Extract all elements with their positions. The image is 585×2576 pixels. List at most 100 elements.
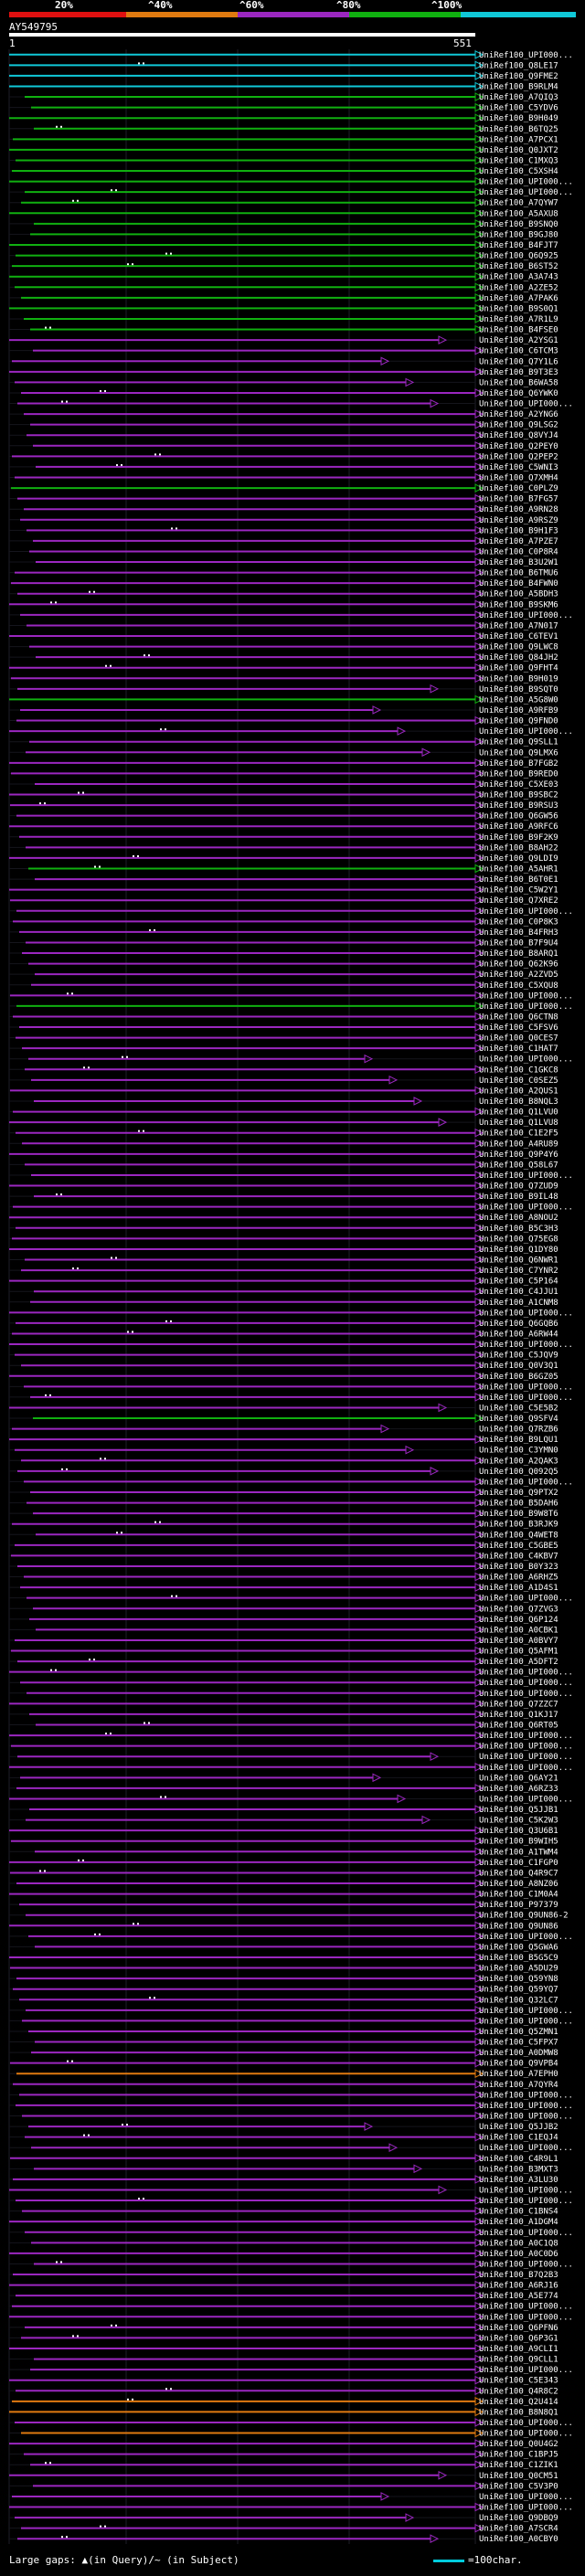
hit-label: UniRef100_B9WIH5 — [479, 1838, 558, 1847]
hit-row: UniRef100_B0Y323 — [9, 1562, 558, 1572]
gap-marker — [148, 1722, 150, 1724]
hit-arrowhead — [474, 123, 484, 133]
gap-marker — [116, 463, 118, 466]
hit-arrowhead — [413, 2164, 423, 2174]
hit-arrowhead — [474, 324, 484, 334]
hit-arrowhead — [474, 875, 484, 884]
gap-marker — [138, 1129, 140, 1132]
hit-row: UniRef100_Q7ZUD9 — [9, 1181, 558, 1192]
hit-row: UniRef100_A2YSG1 — [9, 335, 558, 345]
hit-row: UniRef100_UPI000... — [9, 2090, 573, 2100]
hit-label: UniRef100_Q2PEY0 — [479, 442, 558, 451]
hit-label: UniRef100_Q0U4G2 — [479, 2440, 558, 2449]
hit-label: UniRef100_C0P8K3 — [479, 917, 558, 927]
gap-marker — [94, 1933, 96, 1935]
gap-marker — [144, 1722, 145, 1724]
hit-label: UniRef100_B9RLM4 — [479, 82, 558, 91]
gap-marker — [78, 1859, 80, 1861]
hit-arrowhead — [430, 1467, 440, 1476]
hit-arrowhead — [474, 1382, 484, 1392]
hit-arrowhead — [474, 1171, 484, 1180]
hit-arrowhead — [474, 1350, 484, 1360]
hit-label: UniRef100_A2ZE52 — [479, 283, 558, 292]
hit-label: UniRef100_A7QIQ3 — [479, 93, 558, 102]
hit-arrowhead — [474, 176, 484, 186]
hit-row: UniRef100_B5DAH6 — [9, 1498, 558, 1509]
hit-arrowhead — [474, 2354, 484, 2364]
gap-marker — [60, 125, 62, 128]
hit-row: UniRef100_A3A743 — [9, 271, 558, 282]
legend-label-40: ^40% — [148, 0, 173, 11]
hit-row: UniRef100_A7QYR4 — [9, 2079, 558, 2090]
gap-marker — [143, 1129, 144, 1132]
query-ruler-ticks: 1 551 — [9, 37, 494, 50]
hit-label: UniRef100_UPI000... — [479, 1795, 573, 1804]
hit-row: UniRef100_UPI000... — [9, 49, 573, 60]
gap-marker — [82, 791, 84, 794]
hit-arrowhead — [474, 2006, 484, 2015]
hit-label: UniRef100_B9H049 — [479, 114, 558, 123]
hit-row: UniRef100_Q6P124 — [9, 1615, 558, 1625]
hit-row: UniRef100_C5V3P0 — [9, 2481, 558, 2491]
hit-row: UniRef100_Q9FME2 — [9, 71, 558, 81]
hit-label: UniRef100_C1ZIK1 — [479, 2461, 558, 2470]
hit-arrowhead — [474, 1921, 484, 1931]
hit-label: UniRef100_C5W2Y1 — [479, 886, 558, 896]
gap-marker — [110, 1733, 112, 1735]
hit-row: UniRef100_Q7ZVG3 — [9, 1604, 558, 1614]
hit-arrowhead — [474, 1678, 484, 1688]
hit-row: UniRef100_Q9LDI9 — [9, 853, 558, 864]
hit-row: UniRef100_C5XE03 — [9, 779, 558, 790]
hit-label: UniRef100_UPI000... — [479, 1764, 573, 1773]
hit-label: UniRef100_Q6CTN8 — [479, 1012, 558, 1022]
hit-label: UniRef100_B9RED0 — [479, 769, 558, 779]
hit-label: UniRef100_Q7RZB6 — [479, 1426, 558, 1435]
gap-marker — [44, 802, 46, 805]
hit-row: UniRef100_C1FGP0 — [9, 1858, 558, 1868]
hit-arrowhead — [474, 790, 484, 800]
hit-arrowhead — [397, 1794, 407, 1804]
hit-row: UniRef100_A2YNG6 — [9, 409, 558, 419]
hit-arrowhead — [474, 1572, 484, 1582]
hit-label: UniRef100_A7R1L9 — [479, 315, 558, 324]
hit-arrowhead — [474, 1667, 484, 1677]
hit-label: UniRef100_Q5AFM1 — [479, 1648, 558, 1657]
hit-label: UniRef100_C5XSH4 — [479, 167, 558, 176]
hit-row: UniRef100_A6RJ16 — [9, 2280, 558, 2291]
hit-label: UniRef100_C5E343 — [479, 2377, 558, 2386]
hit-arrowhead — [364, 1054, 374, 1064]
hit-row: UniRef100_A6RZ33 — [9, 1784, 558, 1794]
gap-marker — [137, 854, 139, 857]
hit-row: UniRef100_Q6PFN6 — [9, 2323, 558, 2333]
gap-marker — [116, 1532, 118, 1534]
legend-swatch-40 — [126, 12, 238, 17]
hit-row: UniRef100_Q6CTN8 — [9, 1012, 558, 1022]
hit-row: UniRef100_UPI000... — [9, 1667, 573, 1678]
hit-label: UniRef100_Q58L67 — [479, 1161, 558, 1170]
hit-row: UniRef100_UPI000... — [9, 1340, 573, 1350]
hit-arrowhead — [474, 2301, 484, 2311]
hit-row: UniRef100_Q6RT05 — [9, 1720, 558, 1730]
hit-arrowhead — [474, 1699, 484, 1709]
gap-marker — [99, 1933, 101, 1935]
hit-label: UniRef100_A9RSZ9 — [479, 516, 558, 525]
hit-arrowhead — [474, 588, 484, 599]
hit-label: UniRef100_A5E774 — [479, 2292, 558, 2301]
hit-label: UniRef100_C6TEV1 — [479, 632, 558, 641]
hit-label: UniRef100_UPI000... — [479, 1933, 573, 1942]
hit-row: UniRef100_B7F9U4 — [9, 938, 558, 948]
hit-label: UniRef100_UPI000... — [479, 2007, 573, 2016]
hit-row: UniRef100_Q9DBQ9 — [9, 2513, 558, 2523]
hit-row: UniRef100_C1E2F5 — [9, 1128, 558, 1139]
gap-marker — [83, 1066, 85, 1069]
hit-row: UniRef100_Q7ZZC7 — [9, 1699, 558, 1709]
query-title: AY549795 — [9, 21, 58, 33]
hit-label: UniRef100_C5FPX7 — [479, 2039, 558, 2048]
hit-row: UniRef100_Q9FHT4 — [9, 663, 558, 673]
hit-row: UniRef100_UPI000... — [9, 2185, 573, 2195]
hit-label: UniRef100_A6RHZ5 — [479, 1574, 558, 1583]
hit-label: UniRef100_Q8LE17 — [479, 61, 558, 70]
hit-arrowhead — [474, 514, 484, 525]
hit-row: UniRef100_B8ARQ1 — [9, 949, 558, 959]
gap-marker — [154, 1521, 156, 1523]
